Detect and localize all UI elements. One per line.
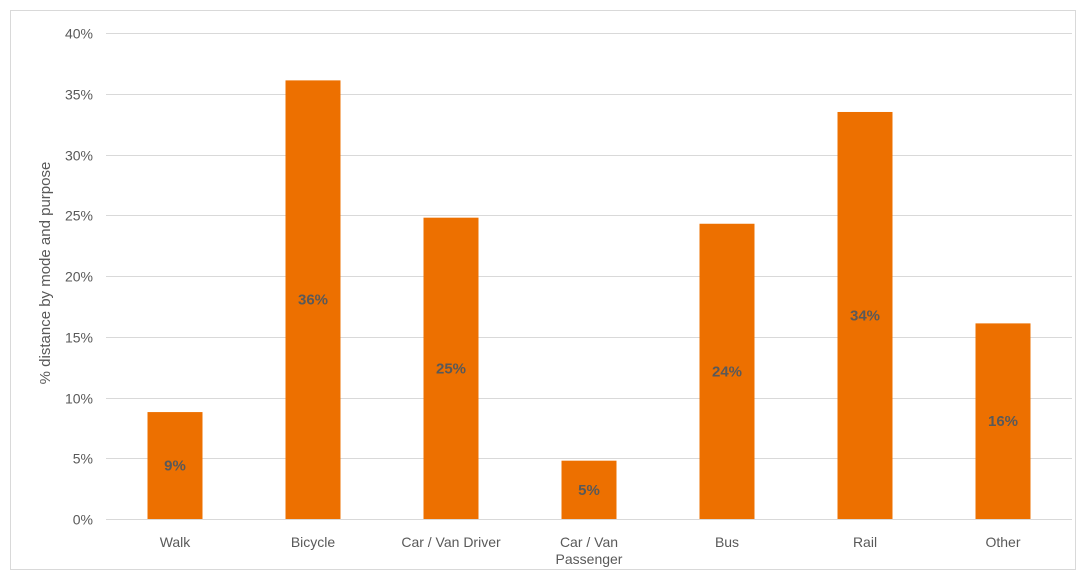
data-label: 5% [578,482,600,499]
bar [147,412,203,519]
y-tick-labels: 0% 5% 10% 15% 20% 25% 30% 35% 40% [65,26,93,528]
bar [975,323,1031,519]
data-label: 16% [988,413,1018,430]
y-tick-label: 30% [65,148,93,164]
y-axis-title: % distance by mode and purpose [37,162,54,385]
gridlines [106,33,1072,520]
y-tick-label: 20% [65,269,93,285]
x-tick-label: Other [985,534,1020,550]
y-tick-label: 10% [65,391,93,407]
x-tick-label: Car / Van Passenger [556,534,623,567]
x-tick-label: Bus [715,534,739,550]
x-tick-label: Walk [160,534,192,550]
data-label: 9% [164,458,186,475]
y-tick-label: 35% [65,87,93,103]
bar [561,460,617,519]
y-tick-label: 15% [65,330,93,346]
data-labels: 9% 36% 25% 5% 24% 34% 16% [164,292,1018,499]
data-label: 34% [850,307,880,324]
x-tick-label: Car / Van Driver [401,534,501,550]
x-tick-labels: Walk Bicycle Car / Van Driver Car / Van Pass… [160,534,1021,567]
y-tick-label: 40% [65,26,93,42]
data-label: 25% [436,360,466,377]
bar [285,80,341,519]
y-tick-label: 0% [73,512,93,528]
data-label: 24% [712,363,742,380]
x-tick-label: Bicycle [291,534,336,550]
bars [147,80,1031,519]
y-tick-label: 25% [65,208,93,224]
bar [699,223,755,519]
x-tick-label: Rail [853,534,877,550]
y-tick-label: 5% [73,451,93,467]
bar [423,217,479,519]
data-label: 36% [298,292,328,309]
bar [837,111,893,519]
